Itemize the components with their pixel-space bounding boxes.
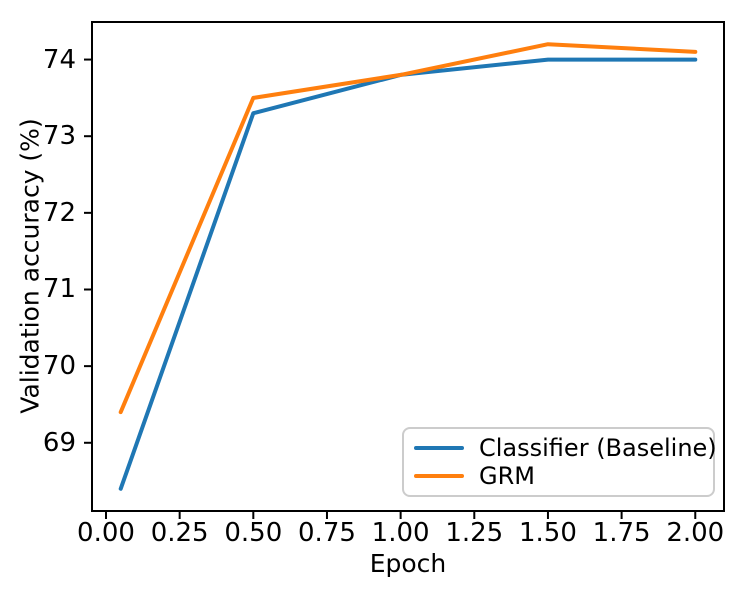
series-line-1 (118, 42, 698, 415)
legend-entry-0: Classifier (Baseline) (414, 435, 717, 461)
legend: Classifier (Baseline) GRM (402, 427, 717, 497)
legend-label: GRM (479, 462, 535, 490)
y-axis-label: Validation accuracy (%) (15, 118, 45, 414)
legend-line-swatch (414, 446, 464, 450)
x-axis-label: Epoch (369, 549, 447, 578)
series-line-0 (118, 57, 698, 491)
legend-label: Classifier (Baseline) (479, 434, 717, 462)
plot-frame (91, 21, 725, 512)
legend-entry-1: GRM (414, 463, 707, 489)
legend-line-swatch (414, 474, 464, 478)
